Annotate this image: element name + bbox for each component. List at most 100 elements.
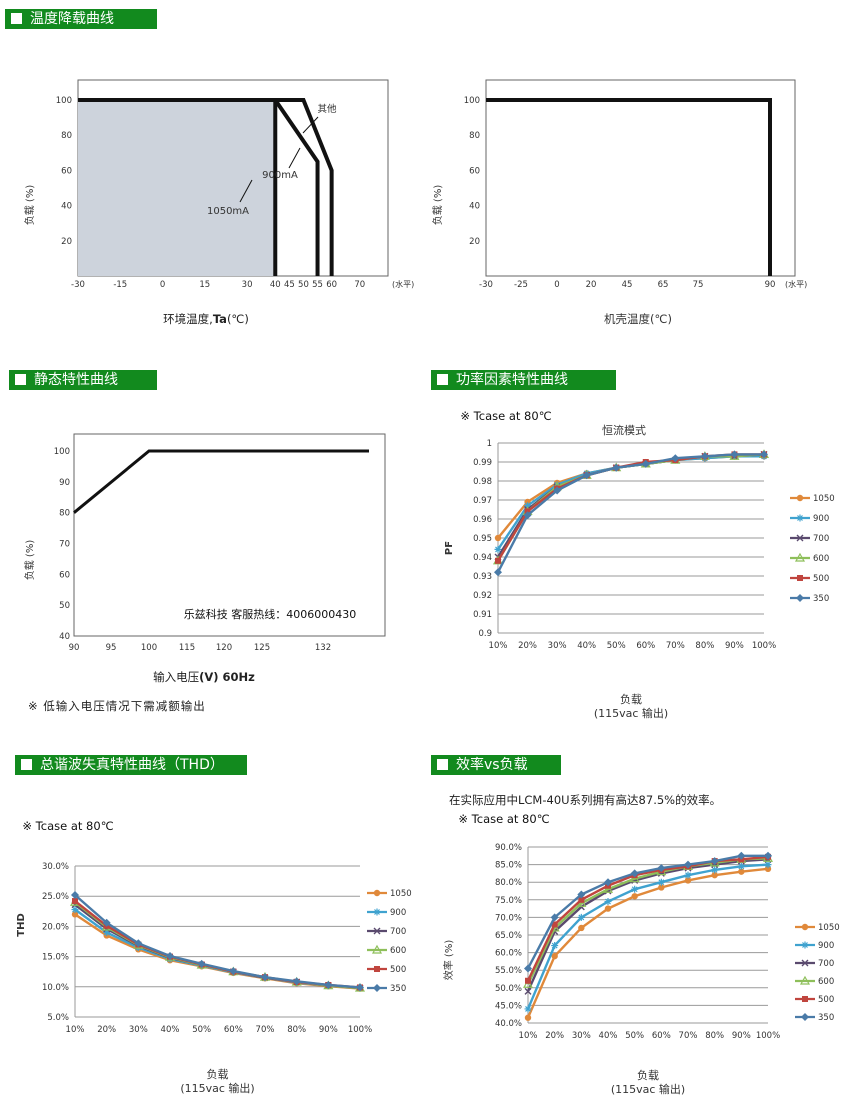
- x-tick-label: -15: [113, 280, 127, 290]
- y-tick-label: 85.0%: [495, 861, 522, 871]
- legend-marker: [801, 923, 809, 931]
- data-point-1050: [711, 871, 718, 879]
- x-tick-label: 0: [554, 280, 559, 290]
- x-tick-label: 30%: [129, 1025, 148, 1035]
- data-point-900: [524, 502, 532, 510]
- series-line-500: [74, 900, 361, 989]
- data-point-1050: [71, 911, 79, 918]
- y-tick-label: 100: [464, 96, 480, 106]
- series-line-700: [74, 903, 361, 990]
- y-tick-label: 10.0%: [42, 983, 69, 993]
- header-pf-label: 功率因素特性曲线: [456, 372, 568, 388]
- header-derating-label: 温度降载曲线: [30, 11, 114, 27]
- series-line-350: [74, 894, 361, 989]
- x-tick-label: 120: [216, 643, 232, 653]
- x-axis-label: 负载: [207, 1067, 229, 1081]
- data-point-1050: [764, 865, 772, 873]
- header-thd-label: 总谐波失真特性曲线（THD）: [40, 757, 224, 773]
- legend-label-1050: 1050: [390, 889, 412, 899]
- series-label-other: 其他: [317, 103, 337, 115]
- y-tick-label: 0.99: [473, 458, 492, 468]
- x-tick-label: 60%: [636, 641, 655, 651]
- x-tick-label: 40%: [161, 1025, 180, 1035]
- header-pf: 功率因素特性曲线: [431, 370, 616, 390]
- y-tick-label: 0.91: [473, 610, 492, 620]
- x-tick-label: 80%: [695, 641, 714, 651]
- square-icon: [11, 13, 22, 24]
- x-tick-label: 132: [315, 643, 331, 653]
- y-tick-label: 60: [61, 166, 72, 176]
- legend-marker: [794, 552, 806, 562]
- data-point-350: [261, 973, 269, 982]
- legend-marker: [796, 494, 804, 502]
- data-point-350: [577, 890, 586, 899]
- static-line: [73, 449, 369, 514]
- data-point-350: [684, 860, 692, 869]
- x-tick-label: 20%: [545, 1031, 564, 1041]
- legend-label-700: 700: [818, 959, 834, 969]
- y-tick-label: 45.0%: [495, 1001, 522, 1011]
- y-axis-label: 效率 (%): [442, 940, 455, 981]
- data-point-900: [551, 942, 559, 950]
- legend-label-350: 350: [818, 1013, 834, 1023]
- x-tick-label: -30: [479, 280, 493, 290]
- data-point-1050: [658, 884, 665, 891]
- data-point-1050: [738, 868, 745, 875]
- data-point-350: [324, 980, 333, 989]
- data-point-350: [524, 964, 532, 973]
- data-point-350: [764, 851, 772, 860]
- legend-marker: [801, 941, 809, 949]
- data-point-500: [551, 921, 558, 928]
- x-tick-label: 90%: [725, 641, 744, 651]
- plot-frame: [73, 433, 386, 637]
- series-line-1050: [74, 913, 361, 990]
- series-line-500: [526, 855, 769, 982]
- y-tick-label: 100: [56, 96, 72, 106]
- data-point-600: [629, 873, 640, 883]
- tcase-annotation: ※ Tcase at 80℃: [458, 812, 549, 826]
- x-tick-label: 50%: [192, 1025, 211, 1035]
- legend-label-900: 900: [818, 941, 834, 951]
- x-tick-label: 100%: [348, 1025, 372, 1035]
- header-eff-label: 效率vs负载: [456, 757, 528, 773]
- hotline-note: 乐兹科技 客服热线：4006000430: [184, 607, 356, 621]
- y-axis-label: 负载 (%): [23, 540, 36, 581]
- low-input-note: ※ 低输入电压情况下需减额输出: [28, 699, 206, 713]
- square-icon: [21, 759, 32, 770]
- data-point-350: [523, 511, 532, 520]
- x-tick-label: 30%: [548, 641, 567, 651]
- plot-frame: [485, 79, 796, 277]
- y-tick-label: 70.0%: [495, 913, 522, 923]
- square-icon: [437, 374, 448, 385]
- x-tick-label: 90%: [732, 1031, 751, 1041]
- data-point-350: [710, 857, 719, 866]
- x-tick-label: 0: [160, 280, 165, 290]
- x-axis-label: 机壳温度(℃): [604, 312, 672, 326]
- data-point-350: [641, 459, 650, 468]
- data-point-1050: [524, 1014, 532, 1021]
- series-line-350: [526, 854, 768, 969]
- x-tick-label: 100%: [752, 641, 776, 651]
- y-tick-label: 60: [469, 166, 480, 176]
- x-tick-label: 115: [179, 643, 195, 653]
- data-point-900: [577, 913, 585, 921]
- x-tick-label: -30: [71, 280, 85, 290]
- legend-marker: [373, 908, 381, 916]
- data-point-900: [631, 885, 639, 893]
- data-point-1050: [578, 924, 585, 932]
- data-point-500: [495, 557, 501, 564]
- x-tick-label: 70: [354, 280, 365, 290]
- data-point-350: [229, 967, 238, 976]
- y-tick-label: 65.0%: [495, 931, 522, 941]
- header-eff: 效率vs负载: [431, 755, 561, 775]
- x-tick-label: 45: [284, 280, 295, 290]
- data-point-350: [657, 864, 666, 873]
- header-derating: 温度降载曲线: [5, 9, 157, 29]
- legend-label-600: 600: [813, 554, 829, 564]
- x-tick-label: 80%: [705, 1031, 724, 1041]
- chart-title: 恒流模式: [602, 423, 646, 437]
- y-tick-label: 0.9: [478, 629, 492, 639]
- y-tick-label: 40: [469, 202, 480, 212]
- x-unit-label: (水平): [392, 279, 414, 289]
- data-point-900: [711, 866, 719, 874]
